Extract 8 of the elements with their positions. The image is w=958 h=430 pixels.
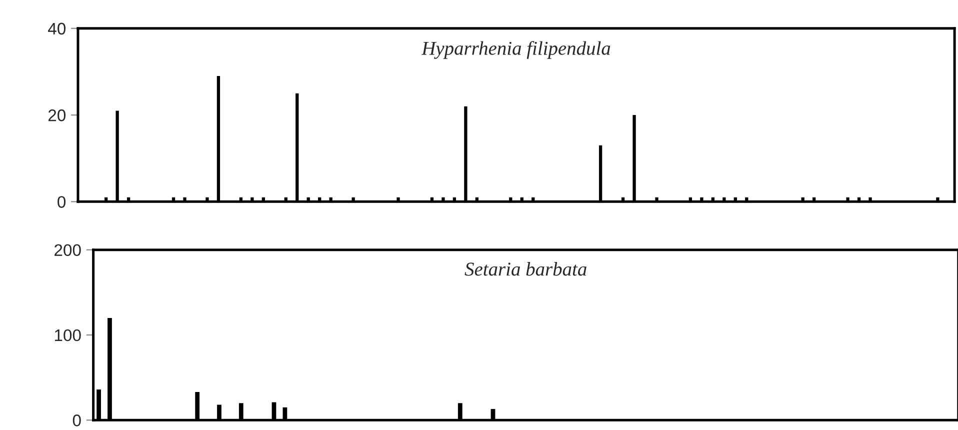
y-tick-label: 100 xyxy=(54,329,81,342)
y-tick-label: 40 xyxy=(48,22,66,35)
y-tick-label: 200 xyxy=(54,244,81,256)
chart-title: Setaria barbata xyxy=(464,262,586,276)
y-tick-label: 0 xyxy=(58,196,66,208)
y-tick-label: 0 xyxy=(72,414,81,426)
y-tick-label: 20 xyxy=(48,109,66,122)
text: Hyparrhenia filipendula xyxy=(421,41,610,59)
